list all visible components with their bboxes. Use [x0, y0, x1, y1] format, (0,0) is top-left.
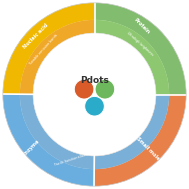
Wedge shape — [94, 94, 186, 186]
Circle shape — [95, 79, 115, 99]
Circle shape — [52, 127, 56, 131]
Wedge shape — [94, 20, 169, 94]
Circle shape — [124, 125, 129, 130]
Circle shape — [122, 131, 127, 136]
Circle shape — [44, 117, 73, 146]
Circle shape — [134, 131, 138, 136]
Bar — [126, 53, 135, 62]
Wedge shape — [3, 3, 94, 94]
Bar — [128, 55, 133, 60]
Wedge shape — [20, 20, 94, 94]
Text: Tunable emission bands: Tunable emission bands — [29, 33, 59, 65]
Text: Facile functionalization: Facile functionalization — [54, 151, 93, 167]
Text: Enzyme: Enzyme — [22, 139, 40, 157]
Text: Protein: Protein — [133, 17, 151, 35]
Circle shape — [44, 43, 73, 72]
Wedge shape — [3, 3, 94, 94]
Wedge shape — [3, 94, 94, 186]
Wedge shape — [94, 94, 186, 186]
Circle shape — [61, 129, 65, 133]
Circle shape — [33, 33, 156, 156]
Text: Small molecules: Small molecules — [136, 136, 171, 171]
Text: Ultrahigh brightness: Ultrahigh brightness — [126, 31, 154, 57]
Circle shape — [116, 43, 145, 72]
Circle shape — [60, 126, 64, 129]
Wedge shape — [20, 94, 94, 169]
Circle shape — [56, 134, 59, 138]
Circle shape — [116, 117, 145, 146]
Wedge shape — [94, 94, 169, 169]
Circle shape — [56, 125, 59, 129]
Wedge shape — [3, 94, 94, 186]
Wedge shape — [94, 3, 186, 94]
Circle shape — [61, 129, 65, 133]
Text: Nucleic acid: Nucleic acid — [22, 22, 49, 49]
Circle shape — [60, 133, 64, 137]
Circle shape — [74, 79, 94, 99]
Circle shape — [132, 125, 136, 130]
Circle shape — [130, 133, 135, 137]
Circle shape — [85, 96, 104, 116]
Circle shape — [52, 132, 56, 135]
Wedge shape — [94, 3, 186, 94]
Circle shape — [126, 135, 131, 139]
Text: Pdots: Pdots — [80, 76, 109, 85]
